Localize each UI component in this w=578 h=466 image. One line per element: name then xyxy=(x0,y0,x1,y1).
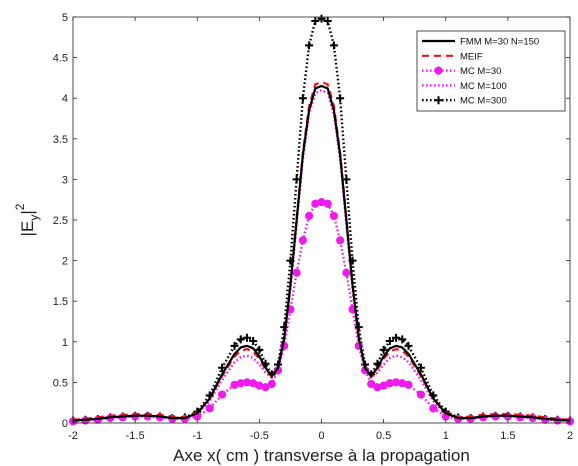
legend-marker xyxy=(434,66,443,75)
legend-label: MC M=100 xyxy=(460,81,507,92)
data-point xyxy=(261,383,270,392)
data-point xyxy=(429,404,438,413)
data-point xyxy=(305,41,314,50)
ticks-layer: -2 -1.5 -1 -0.5 0 0.5 1 1.5 2 0 0.5 1 1.5 2 2.5 3 3.5 4 4.… xyxy=(53,12,573,442)
x-tick-label: -0.5 xyxy=(250,430,269,442)
legend-item: MC M=300 xyxy=(422,96,507,107)
series-line xyxy=(72,84,571,422)
x-tick-label: 1.5 xyxy=(500,430,515,442)
data-point xyxy=(218,390,227,399)
y-tick-label: 2 xyxy=(62,256,68,268)
legend: FMM M=30 N=150 MEIF MC M=30 MC M=100 MC M=30… xyxy=(416,30,566,112)
data-point xyxy=(323,199,332,208)
legend-item: MEIF xyxy=(422,51,483,62)
data-point xyxy=(267,379,276,389)
data-point xyxy=(255,345,264,354)
data-point xyxy=(367,379,376,389)
y-tick-label: 3 xyxy=(62,174,68,186)
data-point xyxy=(323,17,332,26)
data-point xyxy=(218,363,227,372)
y-tick-label: 4 xyxy=(62,93,68,105)
y-axis-label-bar: | xyxy=(18,210,37,214)
y-axis-label-base: |E xyxy=(18,221,37,237)
legend-item: FMM M=30 N=150 xyxy=(422,37,539,48)
data-point xyxy=(298,94,307,103)
data-point xyxy=(242,333,251,342)
data-point xyxy=(336,236,345,245)
series-fmm-m-30-n-150 xyxy=(72,84,571,422)
y-tick-label: 1.5 xyxy=(53,296,68,308)
x-axis-label: Axe x( cm ) transverse à la propagation xyxy=(173,446,470,465)
data-point xyxy=(416,390,425,399)
x-tick-label: 1 xyxy=(443,430,449,442)
legend-marker xyxy=(434,96,443,105)
data-point xyxy=(404,341,413,350)
data-point xyxy=(329,211,339,221)
data-point xyxy=(416,363,425,372)
x-tick-label: -2 xyxy=(68,430,78,442)
y-axis-label: |Ey|2 xyxy=(13,203,41,236)
data-point xyxy=(342,268,351,277)
x-tick-label: 0 xyxy=(318,430,324,442)
data-point xyxy=(404,380,413,389)
x-tick-label: 0.5 xyxy=(376,430,391,442)
y-tick-label: 5 xyxy=(62,12,68,24)
y-axis-label-superscript: 2 xyxy=(13,203,27,210)
y-tick-label: 2.5 xyxy=(53,215,68,227)
data-point xyxy=(292,268,301,277)
legend-item: MC M=30 xyxy=(422,66,501,77)
x-tick-label: 2 xyxy=(567,430,573,442)
data-point xyxy=(249,336,258,345)
y-tick-label: 3.5 xyxy=(53,134,68,146)
y-tick-label: 0.5 xyxy=(53,377,68,389)
series-layer xyxy=(68,14,575,426)
data-point xyxy=(230,341,239,350)
y-tick-label: 0 xyxy=(62,418,68,430)
x-tick-label: -1 xyxy=(192,430,202,442)
y-tick-label: 1 xyxy=(62,337,68,349)
legend-label: MC M=30 xyxy=(460,66,501,77)
data-point xyxy=(379,345,388,354)
data-point xyxy=(392,333,401,342)
y-tick-label: 4.5 xyxy=(53,53,68,65)
legend-item: MC M=100 xyxy=(422,81,507,92)
data-point xyxy=(298,236,307,245)
legend-label: MC M=300 xyxy=(460,96,507,107)
y-axis-label-subscript: y xyxy=(27,215,41,221)
data-point xyxy=(311,17,320,26)
data-point xyxy=(236,335,245,344)
legend-label: MEIF xyxy=(460,51,483,62)
x-tick-label: -1.5 xyxy=(126,430,145,442)
data-point xyxy=(336,94,345,103)
data-point xyxy=(205,404,214,413)
data-point xyxy=(385,336,394,345)
data-point xyxy=(398,335,407,344)
data-point xyxy=(304,211,314,221)
data-point xyxy=(329,41,338,50)
legend-label: FMM M=30 N=150 xyxy=(460,37,539,48)
